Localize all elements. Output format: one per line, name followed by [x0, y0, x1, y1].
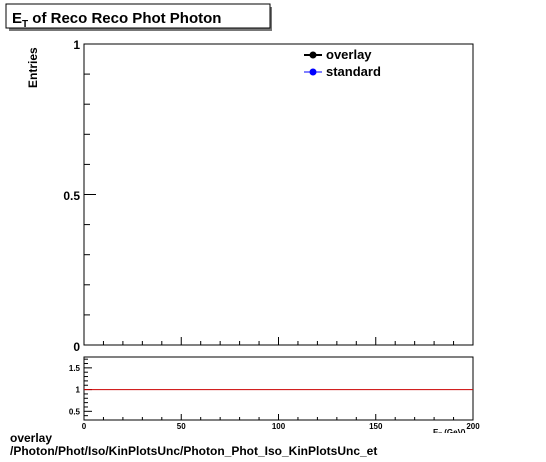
ratio-x-tick-label: 150	[369, 422, 383, 431]
main-y-axis	[84, 43, 96, 346]
ratio-x-axis	[83, 414, 474, 420]
y-tick-label-min: 0	[73, 340, 80, 354]
ratio-x-tick-labels: 0 50 100 150 200	[82, 422, 480, 431]
ratio-x-tick-label: 0	[82, 422, 87, 431]
y-axis-title: Entries	[26, 47, 40, 88]
chart-title: ET of Reco Reco Phot Photon	[12, 10, 221, 30]
legend-entry-overlay: overlay	[304, 47, 372, 62]
ratio-x-tick-label: 200	[466, 422, 480, 431]
main-x-axis	[83, 337, 474, 345]
ratio-y-tick-labels: 0.5 1 1.5	[69, 364, 81, 416]
ratio-plot-frame	[83, 356, 474, 421]
y-tick-label-max: 1	[73, 38, 80, 52]
ratio-y-tick-label: 1.5	[69, 364, 81, 373]
footer-line-1: overlay	[10, 431, 53, 445]
ratio-y-tick-label: 1	[76, 386, 81, 395]
ratio-y-tick-label: 0.5	[69, 407, 81, 416]
legend-label-standard: standard	[326, 64, 381, 79]
legend-label-overlay: overlay	[326, 47, 372, 62]
chart-title-box: ET of Reco Reco Phot Photon	[5, 3, 272, 31]
main-plot-frame	[83, 43, 474, 346]
y-tick-label-mid: 0.5	[63, 189, 80, 203]
footer-line-2: /Photon/Phot/Iso/KinPlotsUnc/Photon_Phot…	[10, 444, 378, 458]
ratio-x-tick-label: 100	[272, 422, 286, 431]
clip-cover	[420, 433, 500, 443]
legend-marker-overlay	[309, 51, 317, 59]
legend-marker-standard	[309, 68, 317, 76]
legend-entry-standard: standard	[304, 64, 381, 79]
legend: overlay standard	[304, 47, 381, 79]
ratio-x-tick-label: 50	[177, 422, 186, 431]
